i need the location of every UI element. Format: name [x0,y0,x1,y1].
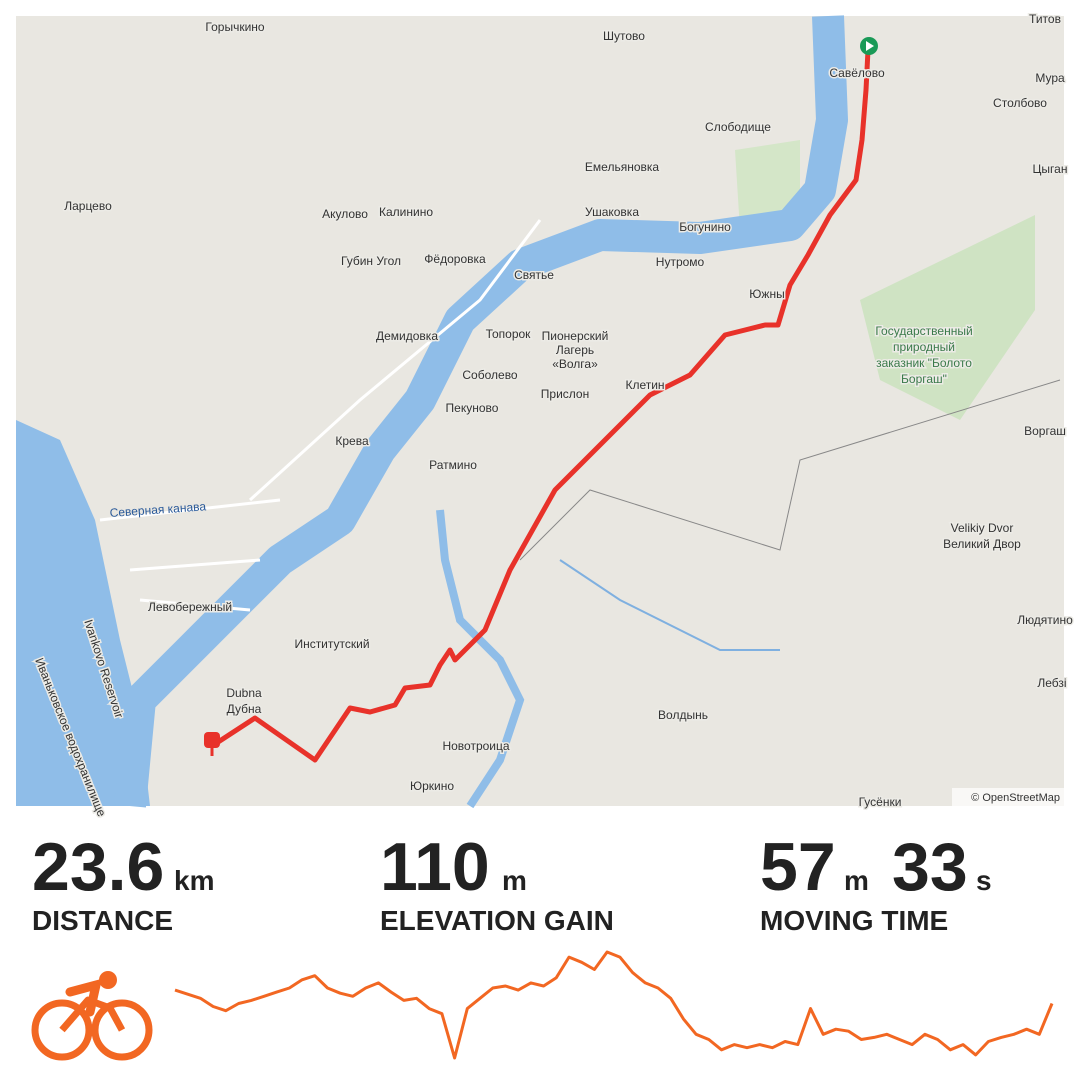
cyclist-icon [31,971,153,1061]
place-label: Богунино [679,220,731,234]
map-background [16,16,1064,806]
river [436,509,525,809]
stat-label: DISTANCE [32,905,173,936]
place-label: Савёлово [829,66,885,80]
place-label: Гусёнки [859,795,902,809]
stat-label: MOVING TIME [760,905,948,936]
place-label: Топорок [486,327,532,341]
map: Горычкино Шутово Титов Савёлово Мура Сто… [16,11,1075,820]
start-icon [866,41,874,51]
end-marker [204,732,220,748]
place-label: Институтский [294,637,369,651]
place-label: Фёдоровка [424,252,486,266]
elevation-profile [174,950,1054,1060]
place-label: Прислон [541,387,589,401]
stream [559,559,780,651]
stat-unit: m [844,865,869,896]
place-label: Дубна [227,702,262,716]
place-label: Крева [335,434,369,448]
place-label: природный [893,340,955,354]
place-label: Титов [1029,12,1061,26]
place-label: Великий Двор [943,537,1021,551]
place-label: Ушаковка [585,205,639,219]
stat-unit: s [976,865,992,896]
stat-value: 57 [760,829,836,905]
stat-value: 23.6 [32,829,164,905]
place-label: заказник "Болото [876,356,972,370]
stat-value: 33 [892,829,968,905]
stat-label: ELEVATION GAIN [380,905,614,936]
place-label: Южны [749,287,784,301]
place-label: Демидовка [376,329,438,343]
place-label: Юркино [410,779,454,793]
place-label: Новотроица [442,739,509,753]
place-label: Емельяновка [585,160,659,174]
place-label: Ратмино [429,458,477,472]
stat-unit: km [174,865,214,896]
place-label: Velikiy Dvor [951,521,1014,535]
reservoir [16,420,150,806]
place-label: Боргаш" [901,372,947,386]
place-label: Пионерский [542,329,609,343]
stat-value: 110 [380,829,490,905]
place-label: Мура [1035,71,1065,85]
place-label: Пекуново [446,401,499,415]
place-label: Столбово [993,96,1047,110]
place-label: Волдынь [658,708,708,722]
place-label: Святье [514,268,554,282]
route [210,49,871,763]
place-label: Лебзі [1037,676,1066,690]
place-label: Нутромо [656,255,705,269]
place-label: Калинино [379,205,433,219]
place-label: Губин Угол [341,254,401,268]
attribution[interactable]: © OpenStreetMap [971,792,1060,804]
place-label: Ларцево [64,199,112,213]
place-label: Акулово [322,207,368,221]
place-label: Лагерь [556,343,594,357]
reserve-area [860,215,1035,420]
place-label: Государственный [875,324,972,338]
place-label: Dubna [226,686,262,700]
place-label: Цыган [1033,162,1068,176]
road [99,219,542,612]
place-label: Горычкино [205,20,265,34]
attribution-bg [952,788,1064,806]
place-label: Левобережный [148,600,232,614]
place-label: Шутово [603,29,645,43]
boundary [519,379,1061,561]
place-label: Людятино [1017,613,1073,627]
place-label: Слободище [705,120,771,134]
place-label: Соболево [462,368,518,382]
river [114,15,848,808]
place-label: «Волга» [552,357,598,371]
stat-unit: m [502,865,527,896]
place-label: Клетин [625,378,664,392]
green-area [735,140,800,230]
place-label: Воргаш [1024,424,1066,438]
stats: 23.6 km DISTANCE 110 m ELEVATION GAIN 57… [32,829,992,936]
water-label: Северная канава [109,499,207,520]
